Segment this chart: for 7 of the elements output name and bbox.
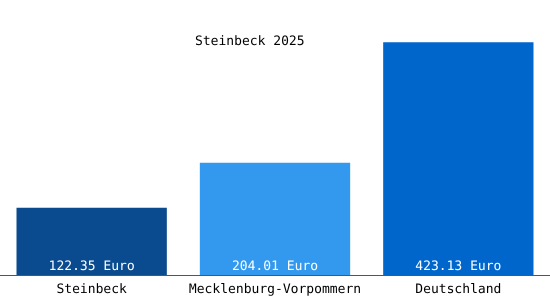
x-tick-label: Mecklenburg-Vorpommern xyxy=(188,282,362,297)
data-label: 122.35 Euro xyxy=(48,259,135,274)
data-label: 204.01 Euro xyxy=(232,259,318,274)
x-tick-label: Steinbeck xyxy=(56,282,128,297)
chart-title: Steinbeck 2025 xyxy=(195,34,305,49)
x-tick-label: Deutschland xyxy=(415,282,502,297)
data-label: 423.13 Euro xyxy=(415,259,502,274)
